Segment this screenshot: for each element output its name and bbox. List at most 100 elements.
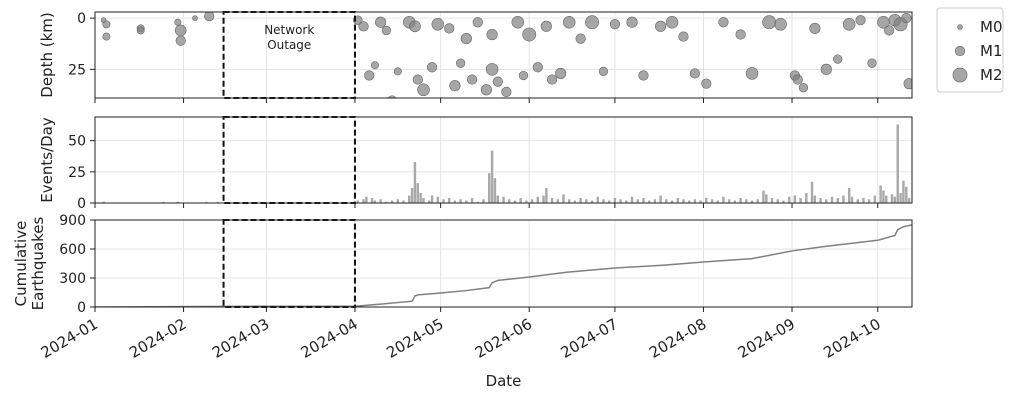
bar [687,200,691,203]
x-tick-label: 2024-09 [735,315,798,362]
bar [413,161,417,203]
bar [436,196,440,203]
bar [862,198,865,203]
bar [379,199,382,203]
quake [735,29,746,40]
quake [381,25,392,36]
bar [716,200,719,203]
bar [770,198,774,203]
bar [573,200,577,203]
y-tick-label: 0 [77,196,86,212]
y-axis-label: Earthquakes [29,216,47,310]
bar [205,201,208,203]
quake [102,32,111,41]
bar [647,200,651,203]
bar [507,199,511,203]
legend-marker [957,24,963,30]
quake [833,54,843,64]
y-tick-label: 0 [77,300,86,316]
bar [562,194,565,203]
quake [426,62,438,73]
bar [890,194,894,203]
panel-frame [94,116,913,204]
bar [787,196,791,203]
bar [496,195,500,203]
legend: M0 M1 M2 [936,7,1004,93]
legend-marker [952,67,968,83]
bar [410,188,414,203]
bar [836,198,839,203]
bar [776,199,779,203]
bar [490,150,494,203]
bar [750,200,754,203]
x-tick-label: 2024-02 [126,315,189,362]
outage-label: Outage [267,38,311,52]
bar [402,200,405,203]
bar [642,198,645,203]
bar [567,199,571,203]
x-tick-label: 2024-06 [472,315,535,362]
bar [653,199,657,203]
bar [793,195,797,203]
plot-area [102,124,911,203]
quake [204,12,215,22]
bar [882,190,885,203]
quake [598,66,609,77]
cumulative-line [95,224,912,307]
quake [809,22,821,34]
bar [396,199,400,203]
bar [799,198,802,203]
quake [842,18,856,31]
bar [365,196,368,203]
bar [885,195,888,203]
bar [765,194,768,203]
quake [638,70,649,81]
quake [501,86,512,97]
quake [718,17,729,28]
bar [893,196,897,203]
quake [585,15,599,30]
quake [555,67,567,79]
quake [518,70,529,81]
bar [902,180,905,203]
bar [550,198,554,203]
bar [419,193,422,203]
quake [466,74,478,85]
quake [774,18,787,31]
bar [842,195,845,203]
quake [511,15,525,29]
quake [546,74,558,85]
bar [579,198,582,203]
bar [102,201,105,203]
bar [722,196,725,203]
quake [678,31,689,42]
bar [470,198,474,203]
bar [482,199,485,203]
y-tick-label: 25 [68,62,86,78]
quake [492,76,503,87]
bar [362,199,365,203]
x-axis-label: Date [486,372,522,390]
bar [830,196,834,203]
quake [609,19,621,30]
y-tick-label: 900 [59,213,86,229]
bar [819,198,822,203]
bar [519,198,522,203]
quake [449,80,461,92]
x-tick-label: 2024-08 [646,315,709,362]
x-tick-label: 2024-05 [383,315,446,362]
quake [174,24,187,37]
quake [393,67,402,76]
quake [431,18,445,31]
bar [428,200,431,203]
bar [670,200,674,203]
bar [530,199,534,203]
quake [371,61,379,70]
quake [575,33,586,44]
plot-area [95,224,912,307]
quake [745,67,759,80]
panel-frame [94,219,913,308]
bar [665,199,668,203]
quake [364,70,375,81]
